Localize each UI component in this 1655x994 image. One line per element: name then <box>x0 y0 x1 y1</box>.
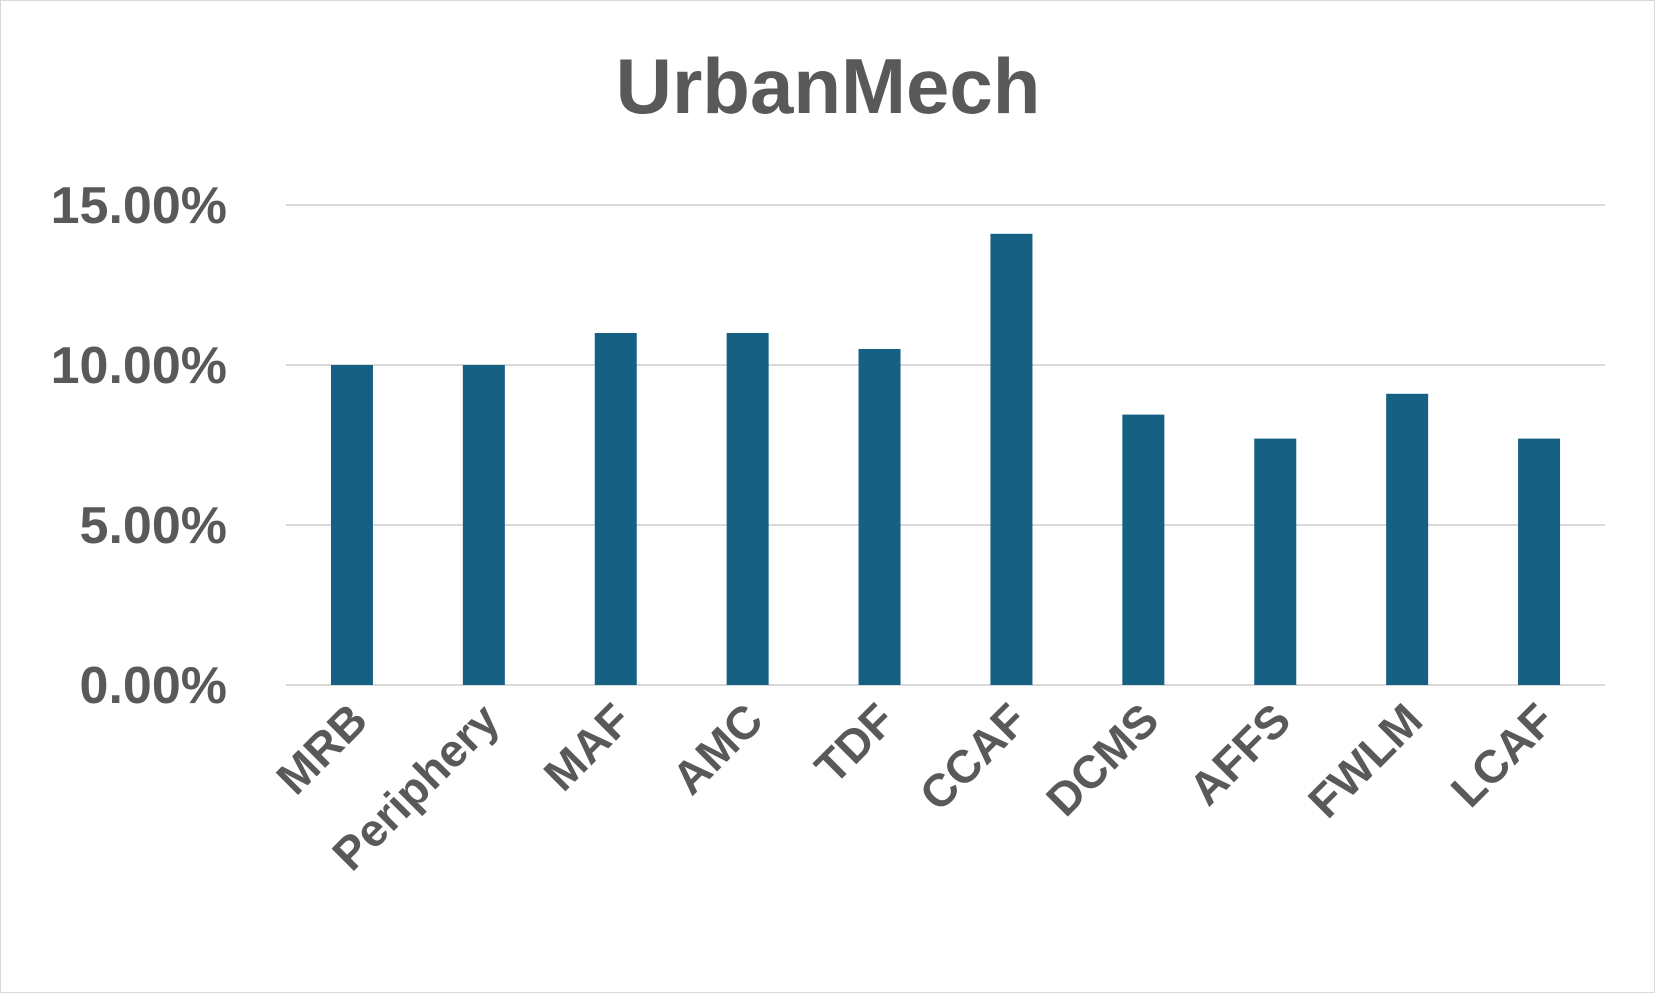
x-tick-label: CCAF <box>909 693 1036 820</box>
x-tick-label: MRB <box>266 693 377 804</box>
y-tick-label: 10.00% <box>51 337 227 395</box>
x-tick-label: DCMS <box>1036 693 1169 826</box>
bar-mrb <box>330 365 373 685</box>
bar-dcms <box>1122 414 1165 685</box>
bar-maf <box>594 333 637 685</box>
y-axis-tick-labels: 0.00% 5.00% 10.00% 15.00% <box>51 177 227 715</box>
y-tick-label: 5.00% <box>80 497 227 555</box>
y-tick-label: 0.00% <box>80 657 227 715</box>
x-tick-label: AFFS <box>1179 693 1301 815</box>
x-tick-label: FWLM <box>1298 693 1432 827</box>
bar-affs <box>1254 438 1297 685</box>
chart-title: UrbanMech <box>616 42 1041 130</box>
x-tick-label: MAF <box>534 693 641 800</box>
bar-lcaf <box>1518 438 1561 685</box>
x-tick-label: LCAF <box>1441 693 1564 816</box>
bars <box>330 233 1561 686</box>
bar-ccaf <box>990 233 1033 686</box>
x-tick-label: TDF <box>805 693 905 793</box>
bar-fwlm <box>1386 393 1429 685</box>
gridlines <box>286 204 1605 686</box>
bar-periphery <box>462 365 505 685</box>
bar-tdf <box>858 349 901 685</box>
bar-amc <box>726 333 769 685</box>
y-tick-label: 15.00% <box>51 177 227 235</box>
x-tick-label: AMC <box>662 693 773 804</box>
